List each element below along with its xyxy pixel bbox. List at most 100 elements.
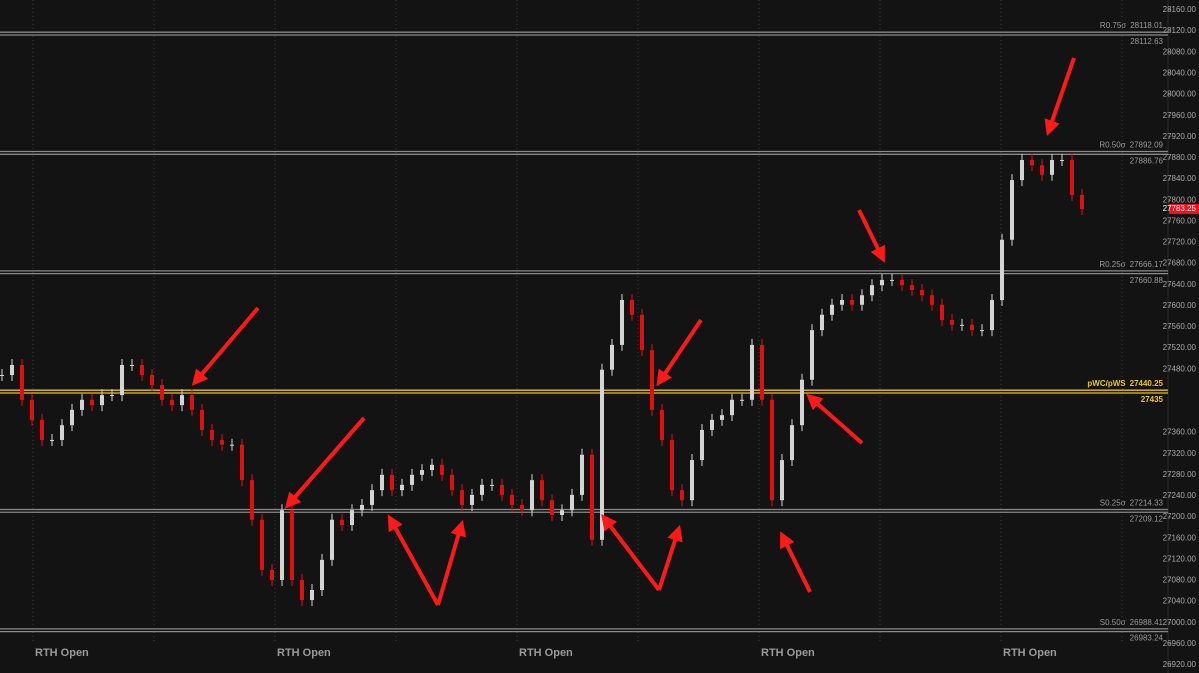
candle xyxy=(780,460,784,501)
candle xyxy=(1050,160,1054,175)
candle xyxy=(0,375,4,377)
y-tick-label: 27360.00 xyxy=(1163,428,1197,437)
candle xyxy=(350,510,354,526)
candle xyxy=(270,569,274,580)
y-tick-label: 27040.00 xyxy=(1163,597,1197,606)
candle xyxy=(920,289,924,296)
y-tick-label: 28000.00 xyxy=(1163,90,1197,99)
candle xyxy=(130,364,134,366)
candle xyxy=(700,429,704,461)
arrow xyxy=(656,318,703,387)
y-tick-label: 28120.00 xyxy=(1163,26,1197,35)
arrow xyxy=(806,393,864,445)
candle xyxy=(470,494,474,505)
candle xyxy=(20,364,24,400)
y-tick-label: 27280.00 xyxy=(1163,470,1197,479)
candle xyxy=(770,399,774,501)
y-tick-label: 27080.00 xyxy=(1163,576,1197,585)
candle xyxy=(840,299,844,305)
level-name: R0.50σ xyxy=(1099,141,1125,150)
candle xyxy=(680,490,684,501)
candle xyxy=(730,399,734,416)
y-tick-label: 27680.00 xyxy=(1163,259,1197,268)
y-tick-label: 28160.00 xyxy=(1163,5,1197,14)
candle xyxy=(1070,160,1074,195)
y-tick-label: 27000.00 xyxy=(1163,618,1197,627)
candle xyxy=(890,279,894,281)
level-value: 28118.01 xyxy=(1130,21,1163,30)
candle xyxy=(90,399,94,406)
candle xyxy=(930,295,934,305)
y-tick-label: 28080.00 xyxy=(1163,47,1197,56)
candle xyxy=(1030,160,1034,166)
y-tick-label: 27760.00 xyxy=(1163,216,1197,225)
y-tick-label: 27960.00 xyxy=(1163,111,1197,120)
candle xyxy=(600,369,604,540)
candle xyxy=(120,364,124,396)
level-label: R0.25σ 27666.17 xyxy=(1099,260,1163,269)
candle xyxy=(260,519,264,570)
annotations xyxy=(191,57,1076,606)
level-lower-label: 27660.88 xyxy=(1130,276,1164,285)
candle xyxy=(850,299,854,305)
candle xyxy=(380,474,384,491)
level-lower-label: 28112.63 xyxy=(1130,37,1163,46)
y-tick-label: 28040.00 xyxy=(1163,68,1197,77)
level-value: 27666.17 xyxy=(1130,260,1164,269)
candle xyxy=(990,299,994,331)
level-lower-label: 27209.12 xyxy=(1130,514,1164,523)
level-label: R0.75σ 28118.01 xyxy=(1100,21,1164,30)
y-tick-label: 27320.00 xyxy=(1163,449,1197,458)
candle xyxy=(400,484,404,491)
session-label: RTH Open xyxy=(35,647,89,659)
arrow xyxy=(780,531,812,593)
y-tick-label: 26920.00 xyxy=(1163,660,1197,669)
level-name: pWC/pWS xyxy=(1087,379,1126,388)
candle xyxy=(40,419,44,440)
candle xyxy=(140,364,144,376)
level-label: R0.50σ 27892.09 xyxy=(1099,141,1163,150)
candle xyxy=(940,304,944,321)
candle xyxy=(480,484,484,495)
candle xyxy=(210,429,214,440)
candle xyxy=(620,299,624,345)
candle xyxy=(820,314,824,331)
candle xyxy=(220,439,224,445)
candle xyxy=(1060,160,1064,162)
candle xyxy=(360,504,364,511)
candle xyxy=(740,399,744,401)
y-tick-label: 27920.00 xyxy=(1163,132,1197,141)
y-tick-label: 27240.00 xyxy=(1163,491,1197,500)
candle xyxy=(580,454,584,495)
candle xyxy=(60,425,64,440)
candle xyxy=(640,314,644,351)
candle xyxy=(200,409,204,430)
candle xyxy=(230,444,234,446)
candle xyxy=(250,480,254,520)
arrow xyxy=(601,513,661,592)
level-name: R0.25σ xyxy=(1099,260,1125,269)
level-value: 27892.09 xyxy=(1130,141,1164,150)
candle xyxy=(10,364,14,376)
arrow xyxy=(857,209,885,263)
candle xyxy=(520,504,524,511)
candle xyxy=(30,399,34,420)
candle xyxy=(670,439,674,491)
candle xyxy=(510,494,514,505)
y-tick-label: 27160.00 xyxy=(1163,533,1197,542)
y-tick-label: 27200.00 xyxy=(1163,512,1197,521)
candle xyxy=(70,409,74,426)
candle xyxy=(420,470,424,475)
candle xyxy=(300,579,304,601)
level-label: S0.50σ 26988.41 xyxy=(1100,618,1164,627)
candle xyxy=(500,484,504,495)
y-tick-label: 27120.00 xyxy=(1163,554,1197,563)
level-lower-label: 26983.24 xyxy=(1130,634,1164,643)
y-tick-label: 27840.00 xyxy=(1163,174,1197,183)
candle xyxy=(80,399,84,410)
candle xyxy=(550,500,554,515)
candle xyxy=(280,510,284,580)
level-value: 27214.33 xyxy=(1130,499,1164,508)
y-tick-label: 27480.00 xyxy=(1163,364,1197,373)
